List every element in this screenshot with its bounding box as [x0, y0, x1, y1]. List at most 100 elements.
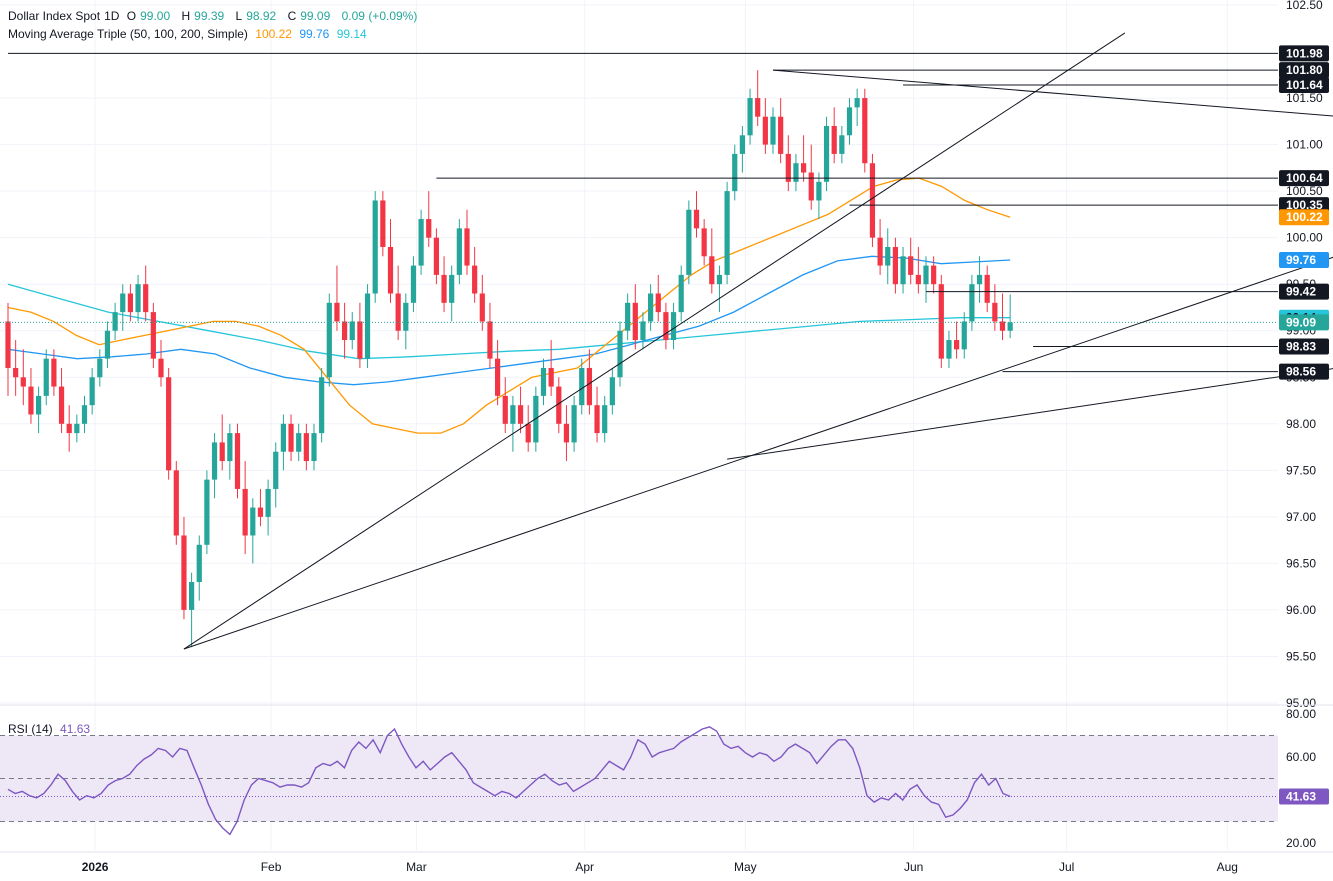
candle: [823, 116, 830, 192]
candle: [517, 386, 524, 434]
candle: [999, 293, 1006, 341]
candle: [801, 135, 807, 182]
time-tick-label: Mar: [406, 860, 427, 874]
time-tick-label: Feb: [261, 860, 282, 874]
candle-body: [342, 321, 348, 341]
price-tag-label: 99.76: [1286, 253, 1316, 267]
candle-body: [801, 163, 807, 173]
candle: [663, 302, 669, 350]
candle: [724, 181, 730, 285]
interval[interactable]: 1D: [104, 9, 120, 23]
ma50-value: 100.22: [255, 27, 292, 41]
rsi-indicator-name[interactable]: RSI (14): [8, 722, 53, 736]
candle-body: [640, 321, 646, 341]
candle: [464, 209, 470, 275]
high-value: H 99.39: [181, 9, 225, 23]
candle-body: [211, 442, 218, 480]
time-tick-label: Jul: [1059, 860, 1074, 874]
candle-body: [908, 256, 914, 275]
candle: [280, 414, 286, 471]
open-value: O 99.00: [126, 9, 171, 23]
candle-body: [456, 228, 462, 275]
candle: [326, 293, 332, 387]
candle-body: [686, 209, 692, 275]
candle: [334, 265, 340, 331]
trend-line: [183, 32, 1126, 650]
price-tick-label: 97.50: [1286, 463, 1316, 477]
candle: [28, 367, 34, 424]
candle-body: [303, 433, 309, 462]
candle: [418, 209, 424, 275]
candle-body: [250, 507, 256, 536]
candle: [755, 70, 761, 126]
candle-body: [410, 265, 417, 303]
candle: [242, 461, 248, 555]
candle: [1007, 294, 1013, 339]
ma-indicator-name[interactable]: Moving Average Triple (50, 100, 200, Sim…: [8, 27, 248, 41]
candle: [89, 367, 95, 415]
candle: [479, 274, 485, 331]
candle-body: [984, 274, 990, 303]
candle: [625, 293, 631, 341]
candle-body: [739, 135, 745, 154]
candle-body: [120, 293, 126, 313]
candle-body: [747, 98, 753, 136]
candle-body: [104, 330, 111, 359]
candle-body: [502, 395, 508, 424]
candle: [808, 144, 814, 210]
candle: [410, 256, 417, 313]
candle-body: [135, 284, 141, 313]
candle: [311, 423, 317, 471]
price-tick-label: 98.00: [1286, 417, 1316, 431]
candle-body: [954, 340, 960, 350]
candle-body: [319, 377, 325, 434]
candle-body: [112, 312, 118, 331]
candle: [158, 340, 164, 387]
price-tag-bg: [1279, 338, 1329, 355]
candle: [716, 265, 723, 313]
candle: [219, 414, 225, 471]
rsi-panel: [0, 726, 1278, 836]
ma100-line: [7, 255, 1011, 386]
candle: [296, 423, 302, 462]
price-tick-label: 97.00: [1286, 510, 1316, 524]
candle: [204, 470, 210, 555]
price-tag-bg: [1279, 314, 1329, 331]
candle: [135, 274, 141, 322]
rsi-tick-label: 60.00: [1286, 750, 1316, 764]
candle: [693, 191, 700, 238]
candle-body: [602, 405, 608, 434]
price-tag-label: 99.42: [1286, 285, 1316, 299]
price-tick-label: 95.50: [1286, 649, 1316, 663]
candle: [961, 312, 967, 359]
candle-body: [219, 442, 225, 462]
candle-body: [724, 191, 730, 275]
candles[interactable]: [5, 70, 1013, 648]
candle-body: [732, 153, 738, 192]
candle: [793, 153, 799, 192]
candle: [487, 302, 493, 368]
candle: [227, 423, 233, 480]
candle: [143, 265, 149, 322]
candle-body: [892, 246, 898, 285]
candle-body: [862, 98, 868, 164]
symbol-name[interactable]: Dollar Index Spot: [8, 9, 101, 23]
candle-body: [74, 423, 80, 434]
price-tag-bg: [1279, 45, 1329, 62]
candle: [97, 349, 103, 387]
candle: [540, 358, 547, 406]
candle: [586, 349, 592, 415]
price-tag-bg: [1279, 77, 1329, 94]
candle: [250, 498, 256, 564]
candle: [196, 535, 202, 601]
trend-drawings: [0, 32, 1333, 650]
candle: [617, 321, 623, 387]
candle: [563, 405, 570, 462]
candle: [839, 125, 845, 164]
candle-body: [617, 330, 623, 378]
candle-body: [43, 358, 49, 396]
candle: [58, 367, 65, 434]
candle-body: [823, 125, 830, 182]
price-tag-label: 101.98: [1286, 46, 1323, 60]
